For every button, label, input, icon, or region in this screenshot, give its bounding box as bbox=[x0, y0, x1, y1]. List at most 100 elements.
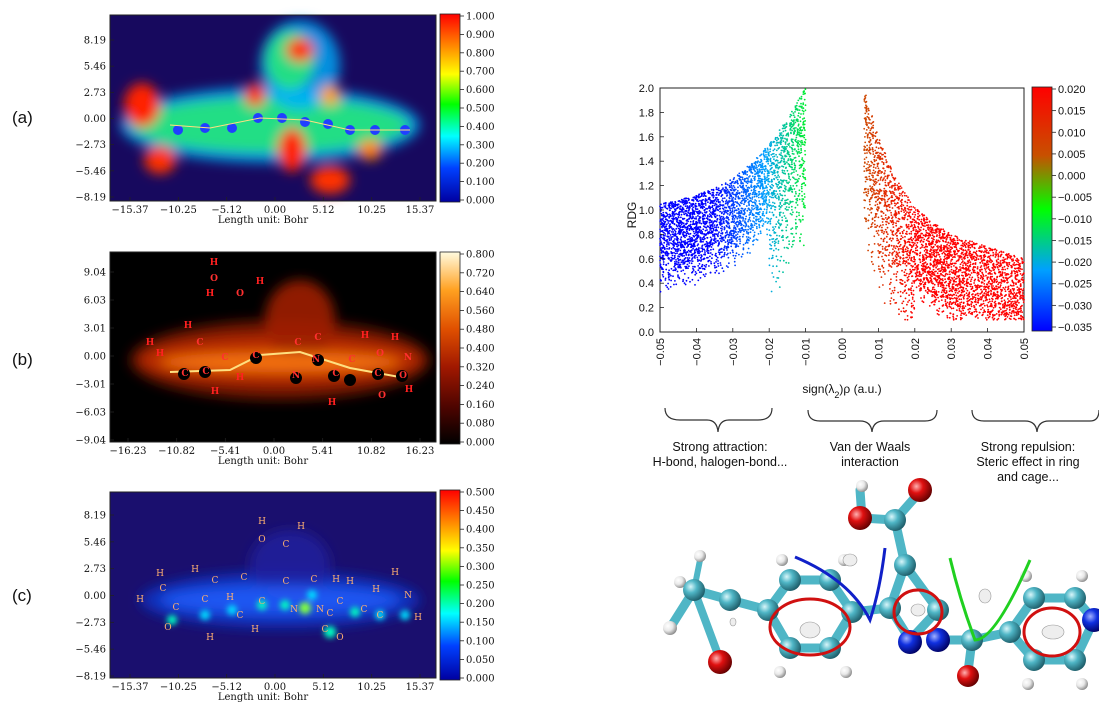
rdg-point bbox=[956, 309, 958, 312]
rdg-point bbox=[742, 220, 744, 222]
rdg-point bbox=[785, 147, 787, 150]
rdg-point bbox=[659, 228, 661, 231]
rdg-point bbox=[680, 205, 682, 208]
rdg-point bbox=[765, 185, 768, 187]
map-c-atom-label: H bbox=[258, 517, 266, 527]
rdg-point bbox=[700, 260, 702, 262]
rdg-point bbox=[777, 181, 780, 184]
rdg-point bbox=[716, 256, 719, 259]
rdg-point bbox=[724, 232, 727, 234]
rdg-point bbox=[747, 201, 750, 204]
rdg-point bbox=[757, 174, 759, 177]
rdg-point bbox=[1012, 284, 1015, 287]
rdg-point bbox=[872, 153, 875, 156]
rdg-point bbox=[729, 182, 732, 185]
rdg-point bbox=[659, 244, 661, 247]
rdg-point bbox=[781, 155, 784, 158]
rdg-point bbox=[715, 261, 717, 263]
rdg-point bbox=[1006, 316, 1009, 318]
map-c-atom-label: H bbox=[332, 575, 340, 585]
map-b-atom-label: H bbox=[156, 349, 165, 359]
rdg-point bbox=[761, 164, 764, 167]
rdg-point bbox=[746, 238, 749, 241]
rdg-point bbox=[716, 197, 718, 199]
rdg-point bbox=[798, 134, 801, 137]
rdg-point bbox=[676, 220, 678, 223]
rdg-point bbox=[803, 134, 806, 137]
map-y-tick-label: −2.73 bbox=[75, 618, 106, 629]
rdg-point bbox=[946, 301, 949, 304]
rdg-point bbox=[680, 213, 683, 216]
rdg-point bbox=[804, 129, 806, 132]
rdg-point bbox=[901, 269, 903, 272]
rdg-point bbox=[898, 245, 901, 248]
rdg-point bbox=[908, 299, 911, 302]
rdg-point bbox=[699, 251, 702, 253]
rdg-point bbox=[666, 254, 669, 257]
rdg-point bbox=[728, 262, 730, 265]
rdg-point bbox=[775, 247, 777, 250]
rdg-point bbox=[758, 190, 761, 193]
rdg-point bbox=[671, 236, 674, 238]
rdg-point bbox=[802, 159, 805, 162]
rdg-point bbox=[1021, 292, 1024, 294]
rdg-point bbox=[673, 251, 675, 254]
rdg-point bbox=[670, 247, 673, 250]
rdg-point bbox=[772, 249, 775, 252]
rdg-point bbox=[720, 256, 723, 259]
map-x-tick-label: −15.37 bbox=[111, 205, 148, 216]
rdg-point bbox=[671, 227, 673, 230]
rdg-point bbox=[947, 282, 950, 285]
rdg-point bbox=[772, 238, 775, 240]
rdg-point bbox=[802, 135, 804, 138]
rdg-point bbox=[776, 277, 779, 279]
rdg-point bbox=[995, 249, 998, 252]
rdg-point bbox=[664, 206, 667, 209]
rdg-point bbox=[696, 244, 699, 247]
rdg-point bbox=[670, 203, 673, 205]
rdg-point bbox=[685, 234, 688, 237]
rdg-point bbox=[761, 204, 764, 206]
rdg-point bbox=[738, 228, 740, 230]
rdg-point bbox=[879, 270, 881, 273]
rdg-point bbox=[902, 310, 905, 313]
rdg-point bbox=[709, 252, 712, 254]
rdg-point bbox=[660, 214, 663, 217]
rdg-point bbox=[755, 165, 758, 167]
rdg-point bbox=[675, 243, 678, 246]
rdg-point bbox=[777, 242, 780, 245]
rdg-point bbox=[728, 206, 731, 209]
rdg-point bbox=[704, 237, 706, 240]
rdg-point bbox=[711, 253, 714, 256]
rdg-point bbox=[778, 235, 781, 237]
rdg-point bbox=[864, 152, 866, 155]
rdg-point bbox=[726, 194, 729, 197]
rdg-point bbox=[672, 211, 675, 214]
rdg-point bbox=[801, 190, 803, 193]
rdg-point bbox=[696, 256, 699, 259]
rdg-point bbox=[918, 222, 920, 225]
rdg-point bbox=[659, 290, 662, 293]
rdg-point bbox=[891, 290, 894, 292]
colorbar-tick-label: 0.000 bbox=[466, 674, 495, 685]
rdg-point bbox=[663, 246, 666, 249]
rdg-point bbox=[776, 237, 778, 240]
rdg-point bbox=[780, 149, 783, 152]
rdg-point bbox=[693, 227, 696, 229]
rdg-point bbox=[737, 245, 740, 248]
rdg-point bbox=[968, 291, 971, 294]
rdg-point bbox=[703, 248, 706, 251]
rdg-point bbox=[704, 192, 706, 195]
rdg-point bbox=[736, 220, 739, 223]
rdg-point bbox=[708, 259, 711, 262]
rdg-point bbox=[885, 159, 887, 161]
rdg-point bbox=[801, 200, 804, 203]
rdg-point bbox=[904, 268, 907, 271]
colorbar-tick-label: 0.900 bbox=[466, 30, 495, 41]
map-b-atom-label: H bbox=[391, 333, 400, 343]
map-c-atom-label: C bbox=[322, 625, 329, 635]
rdg-point bbox=[662, 251, 665, 254]
rdg-point bbox=[801, 118, 804, 120]
rdg-point bbox=[699, 219, 701, 222]
